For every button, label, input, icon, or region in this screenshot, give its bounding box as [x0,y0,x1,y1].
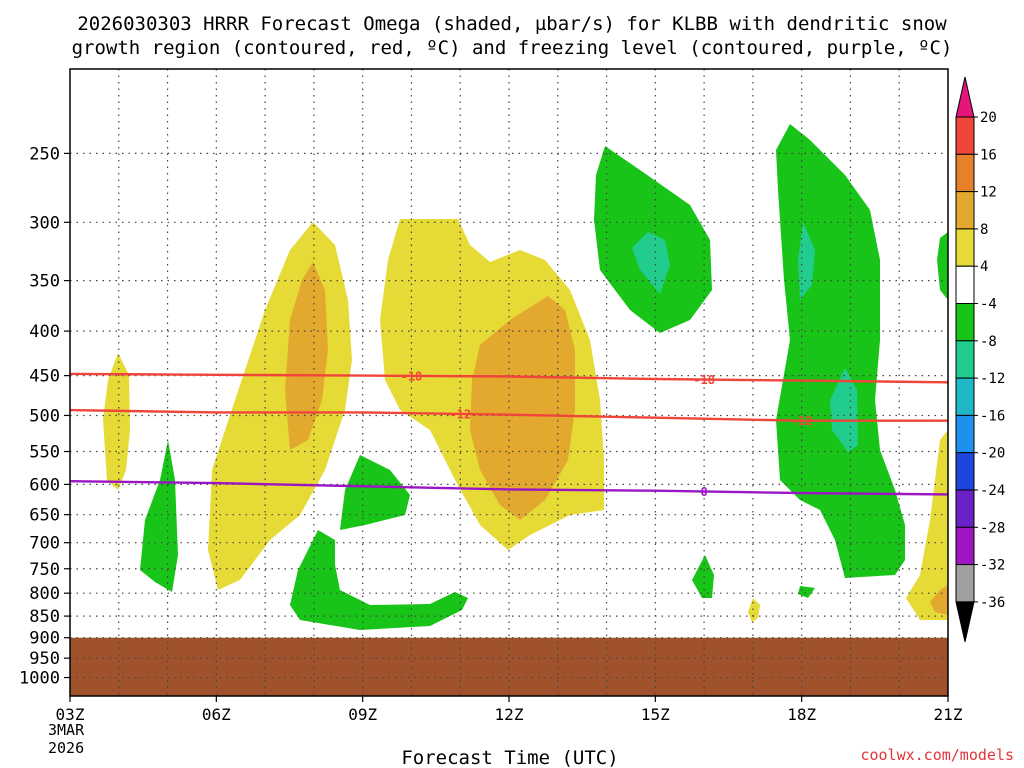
colorbar-label-13: -36 [980,595,1005,611]
x-tick-label-21Z: 21Z [934,705,963,724]
colorbar-segment-2 [955,191,975,230]
colorbar-label-3: 8 [980,222,988,238]
colorbar-segment-1 [955,153,975,193]
plot-area: -18 -18 -12 -12 0 [69,68,949,697]
y-tick-label-1000: 1000 [19,669,60,689]
ground-below-900hpa [70,637,948,696]
y-tick-label-750: 750 [29,560,60,580]
y-tick-label-300: 300 [29,213,60,233]
contour-label-dendritic-minus12-1: -12 [791,414,813,428]
contour-label-dendritic-minus18-0: -18 [401,369,423,383]
contour-label-dendritic-minus18-1: -18 [693,373,715,387]
chart-title-line2: growth region (contoured, red, ºC) and f… [72,37,953,59]
chart-title-line1: 2026030303 HRRR Forecast Omega (shaded, … [77,13,947,35]
colorbar-segment-9 [955,452,975,491]
x-axis: 03Z 06Z 09Z 12Z 15Z 18Z 21Z [56,696,963,724]
temperature-contours: -18 -18 -12 -12 0 [70,369,948,499]
omega-area-yellow-4 [906,430,948,620]
colorbar-label-1: 16 [980,147,997,163]
y-tick-label-250: 250 [29,144,60,164]
x-tick-label-06Z: 06Z [202,705,231,724]
grid-lines [70,69,948,696]
colorbar-segment-3 [955,228,975,267]
y-tick-label-550: 550 [29,443,60,463]
y-tick-label-600: 600 [29,475,60,495]
omega-area-green-2 [340,455,410,530]
x-tick-label-15Z: 15Z [641,705,670,724]
contour-label-dendritic-minus12-0: -12 [449,407,471,421]
y-tick-label-850: 850 [29,607,60,627]
omega-area-orange-3 [930,585,948,615]
colorbar-label-11: -28 [980,520,1005,536]
omega-area-orange-2 [470,296,575,520]
colorbar-segment-12 [955,564,975,603]
colorbar-label-0: 20 [980,110,997,126]
contour-dendritic-minus12 [70,408,948,422]
omega-shading [103,124,948,630]
colorbar-segment-7 [955,377,975,416]
colorbar-label-4: 4 [980,259,988,275]
omega-area-teal-1 [632,232,670,294]
colorbar-segment-5 [955,303,975,342]
y-tick-label-700: 700 [29,534,60,554]
colorbar-label-12: -32 [980,558,1005,574]
x-axis-label: Forecast Time (UTC) [401,747,618,768]
colorbar: 20 16 12 8 4 -4 -8 -12 -16 -20 -24 -28 -32 -36 [955,76,1005,643]
colorbar-label-2: 12 [980,185,997,201]
omega-area-green-3 [290,530,468,630]
colorbar-segment-10 [955,489,975,528]
colorbar-segment-8 [955,414,975,454]
x-axis-first-date-line1: 3MAR [48,721,85,739]
contour-dendritic-minus18 [70,372,948,384]
x-tick-label-09Z: 09Z [348,705,377,724]
colorbar-label-7: -12 [980,371,1005,387]
colorbar-segment-11 [955,526,975,566]
colorbar-label-9: -20 [980,446,1005,462]
credit-text: coolwx.com/models [860,746,1014,764]
y-tick-label-950: 950 [29,649,60,669]
colorbar-top-arrow [955,76,975,118]
omega-area-yellow-5 [748,598,760,622]
contour-label-freezing-level-0-0: 0 [700,485,707,499]
x-axis-first-date-line2: 2026 [48,739,84,757]
colorbar-label-8: -16 [980,408,1005,424]
x-tick-label-12Z: 12Z [495,705,524,724]
omega-area-green-6 [937,232,948,300]
contour-freezing-level-0 [70,480,948,496]
colorbar-label-10: -24 [980,483,1005,499]
colorbar-label-5: -4 [980,297,997,313]
x-tick-label-03Z: 03Z [56,705,85,724]
y-axis: 2503003504004505005506006507007508008509… [19,144,70,689]
y-tick-label-450: 450 [29,367,60,387]
colorbar-segment-6 [955,340,975,379]
colorbar-segment-0 [955,116,975,155]
colorbar-segment-4 [955,265,975,305]
colorbar-bottom-arrow [955,601,975,643]
x-tick-label-18Z: 18Z [787,705,816,724]
omega-area-green-1 [140,440,178,592]
y-tick-label-500: 500 [29,406,60,426]
y-tick-label-900: 900 [29,629,60,649]
y-tick-label-650: 650 [29,506,60,526]
omega-area-green-7 [692,555,714,598]
colorbar-label-6: -8 [980,334,997,350]
omega-area-teal-2 [798,222,815,300]
y-tick-label-400: 400 [29,322,60,342]
y-tick-label-800: 800 [29,584,60,604]
y-tick-label-350: 350 [29,272,60,292]
omega-area-orange-1 [285,262,328,450]
omega-area-yellow-1 [103,353,130,490]
